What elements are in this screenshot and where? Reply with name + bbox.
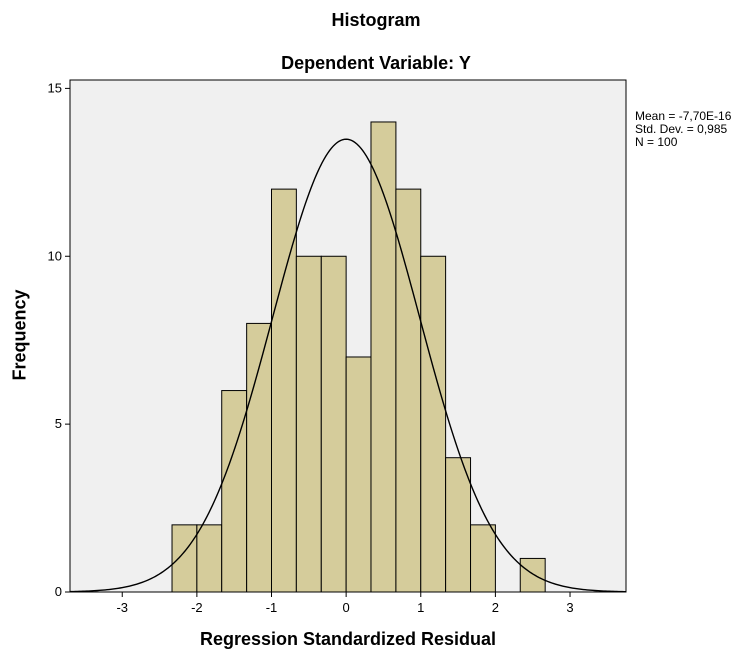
- histogram-bar: [519, 557, 546, 593]
- x-tick-label: -3: [116, 600, 128, 615]
- y-tick-label: 10: [48, 248, 62, 263]
- histogram-bar: [345, 356, 372, 593]
- histogram-bar: [420, 255, 447, 593]
- axes-group: -3 -2 -1 0 1 2 3 0 5 10 15: [48, 80, 574, 615]
- legend-n: N = 100: [635, 135, 678, 149]
- x-tick-label: 0: [343, 600, 350, 615]
- histogram-bar: [320, 255, 347, 593]
- y-axis-label: Frequency: [9, 289, 30, 381]
- chart-subtitle: Dependent Variable: Y: [281, 53, 471, 73]
- histogram-bar: [445, 457, 472, 593]
- histogram-bar: [246, 322, 273, 593]
- x-tick-label: -1: [266, 600, 278, 615]
- histogram-bar: [295, 255, 322, 593]
- histogram-bar: [171, 524, 198, 593]
- x-axis-label: Regression Standardized Residual: [199, 629, 497, 649]
- histogram-bar: [470, 524, 496, 593]
- legend-mean: Mean = -7,70E-16: [635, 109, 732, 123]
- y-tick-label: 0: [55, 584, 62, 599]
- x-tick-label: 3: [566, 600, 573, 615]
- y-tick-label: 15: [48, 80, 62, 95]
- x-tick-label: 1: [417, 600, 424, 615]
- histogram-bar: [271, 188, 297, 593]
- histogram-bar: [395, 188, 422, 593]
- x-tick-label: -2: [191, 600, 203, 615]
- x-tick-label: 2: [492, 600, 499, 615]
- y-tick-label: 5: [55, 416, 62, 431]
- normal-curve: [69, 138, 627, 593]
- chart-title: Histogram: [331, 10, 421, 30]
- histogram-bar: [196, 524, 223, 593]
- bars-group: [171, 121, 546, 593]
- statistics-legend: Mean = -7,70E-16 Std. Dev. = 0,985 N = 1…: [635, 110, 731, 149]
- legend-std-dev: Std. Dev. = 0,985: [635, 122, 728, 136]
